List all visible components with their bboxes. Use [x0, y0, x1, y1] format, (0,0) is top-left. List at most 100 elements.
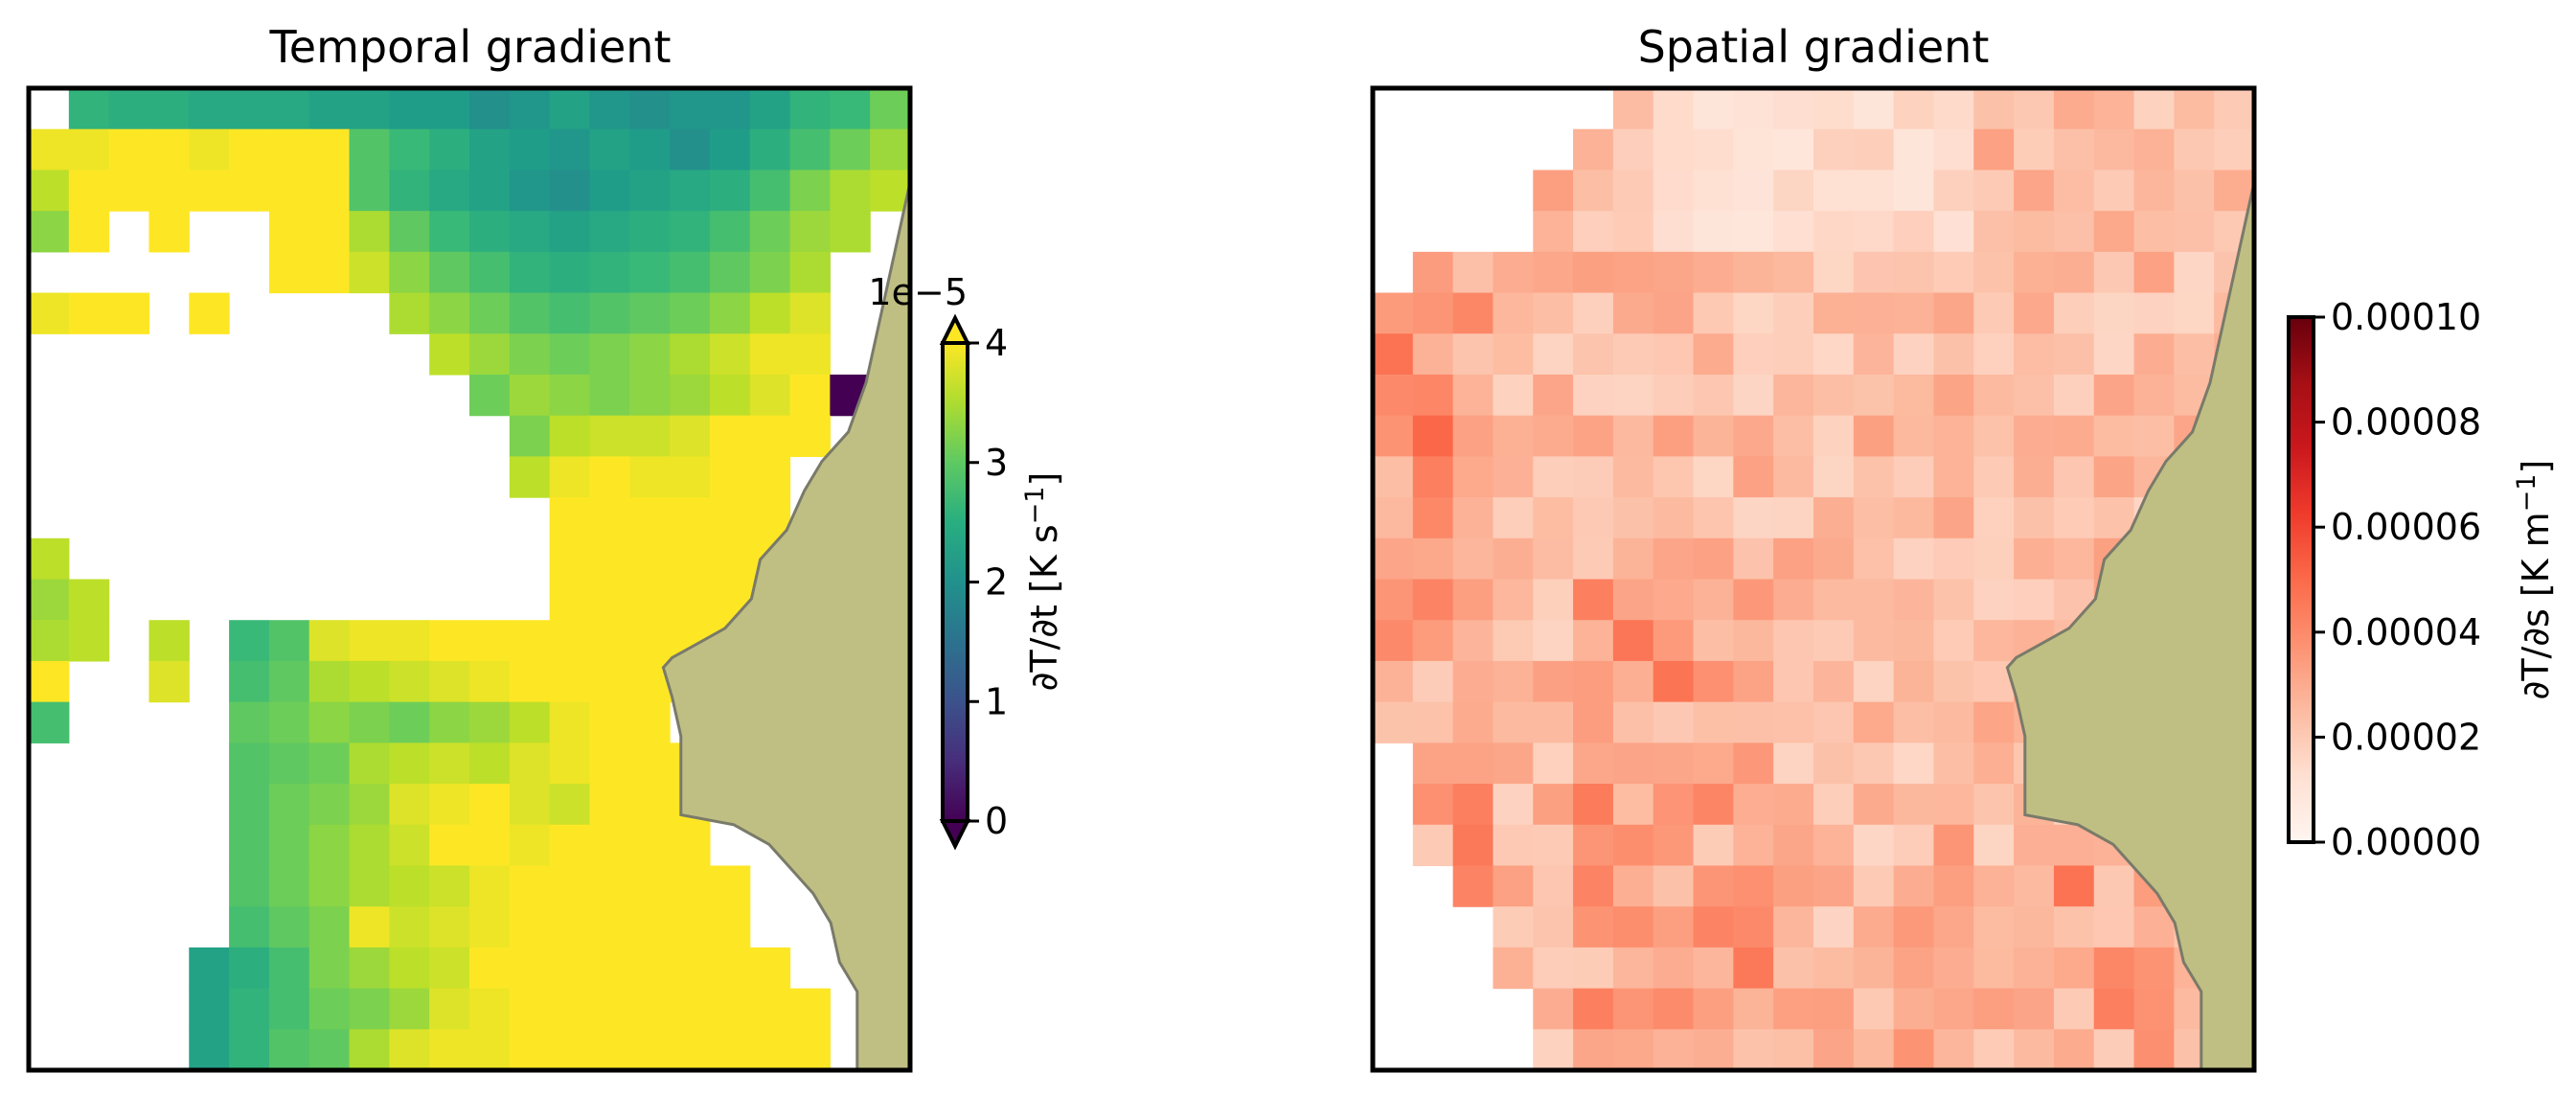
chart-title-temporal: Temporal gradient [268, 21, 671, 73]
heatmap-cell [1373, 579, 1414, 621]
heatmap-cell [629, 701, 671, 743]
heatmap-cell [1573, 333, 1614, 376]
heatmap-cell [1933, 784, 1974, 826]
heatmap-cell [2014, 170, 2055, 212]
heatmap-cell [389, 1029, 430, 1070]
heatmap-cell [1373, 620, 1414, 662]
heatmap-cell [1973, 292, 2015, 334]
heatmap-cell [1893, 88, 1935, 130]
heatmap-cell [1973, 865, 2015, 907]
heatmap-cell [469, 251, 511, 294]
heatmap-cell [1533, 743, 1574, 785]
heatmap-cell [1733, 906, 1774, 948]
heatmap-cell [1493, 537, 1534, 581]
heatmap-cell [108, 88, 150, 130]
heatmap-cell [1773, 1029, 1814, 1070]
heatmap-cell [1412, 333, 1454, 376]
heatmap-cell [2093, 170, 2135, 212]
heatmap-cell [709, 947, 751, 990]
heatmap-cell [1612, 1029, 1654, 1070]
heatmap-cell [1612, 292, 1654, 334]
heatmap-cell [1412, 537, 1454, 581]
heatmap-cell [1893, 456, 1935, 498]
heatmap-cell [589, 660, 630, 703]
heatmap-cell [1733, 128, 1774, 171]
heatmap-cell [1853, 456, 1895, 498]
heatmap-cell [1493, 374, 1534, 417]
heatmap-cell [749, 292, 791, 334]
heatmap-cell [589, 784, 630, 826]
heatmap-cell [709, 865, 751, 907]
heatmap-cell [1533, 211, 1574, 253]
heatmap-cell [229, 701, 270, 743]
heatmap-cell [389, 251, 430, 294]
heatmap-cell [1893, 497, 1935, 539]
heatmap-cell [1493, 333, 1534, 376]
heatmap-cell [629, 415, 671, 457]
heatmap-cell [1773, 292, 1814, 334]
heatmap-cell [2133, 170, 2175, 212]
heatmap-cell [549, 701, 591, 743]
heatmap-cell [148, 170, 190, 212]
heatmap-cell [1533, 456, 1574, 498]
heatmap-cell [1653, 128, 1695, 171]
heatmap-cell [589, 824, 630, 867]
heatmap-cell [549, 211, 591, 253]
heatmap-cell [549, 620, 591, 662]
heatmap-cell [1373, 537, 1414, 581]
heatmap-cell [2053, 497, 2095, 539]
heatmap-cell [1813, 701, 1855, 743]
heatmap-cell [1813, 537, 1855, 581]
heatmap-cell [2014, 374, 2055, 417]
heatmap-cell [349, 1029, 390, 1070]
heatmap-cell [1733, 784, 1774, 826]
heatmap-cell [629, 620, 671, 662]
heatmap-cell [1612, 988, 1654, 1030]
heatmap-cell [509, 211, 551, 253]
heatmap-cell [1612, 865, 1654, 907]
heatmap-cell [349, 211, 390, 253]
heatmap-cell [189, 170, 230, 212]
heatmap-cell [1893, 660, 1935, 703]
heatmap-cell [709, 415, 751, 457]
heatmap-cell [670, 497, 711, 539]
heatmap-cell [1653, 456, 1695, 498]
heatmap-cell [549, 88, 591, 130]
colorbar-offset-text-temporal: 1e−5 [868, 271, 968, 313]
heatmap-cell [2014, 415, 2055, 457]
heatmap-cell [2014, 988, 2055, 1030]
heatmap-cell [1493, 743, 1534, 785]
heatmap-cell [429, 660, 470, 703]
heatmap-cells-spatial [1373, 88, 2254, 1070]
heatmap-cell [509, 865, 551, 907]
heatmap-cell [670, 128, 711, 171]
heatmap-cell [2093, 292, 2135, 334]
heatmap-cell [749, 415, 791, 457]
chart-title-spatial: Spatial gradient [1638, 21, 1990, 73]
heatmap-cell [1893, 824, 1935, 867]
heatmap-cell [1893, 170, 1935, 212]
heatmap-cell [1612, 620, 1654, 662]
heatmap-cell [2133, 88, 2175, 130]
heatmap-cell [1733, 743, 1774, 785]
heatmap-cell [1893, 988, 1935, 1030]
heatmap-cell [1813, 211, 1855, 253]
heatmap-cell [1693, 170, 1734, 212]
heatmap-cell [1373, 415, 1414, 457]
heatmap-cell [1493, 660, 1534, 703]
heatmap-cell [189, 947, 230, 990]
colorbar-tick-label: 3 [985, 442, 1008, 484]
heatmap-cell [670, 456, 711, 498]
heatmap-cell [389, 88, 430, 130]
heatmap-cell [1493, 947, 1534, 990]
heatmap-cell [1412, 497, 1454, 539]
heatmap-cell [1573, 784, 1614, 826]
heatmap-cell [429, 784, 470, 826]
heatmap-cell [1813, 374, 1855, 417]
heatmap-cell [549, 374, 591, 417]
heatmap-cell [830, 211, 871, 253]
heatmap-cell [1373, 374, 1414, 417]
heatmap-cell [1452, 824, 1494, 867]
heatmap-cell [1973, 620, 2015, 662]
heatmap-cell [1412, 579, 1454, 621]
